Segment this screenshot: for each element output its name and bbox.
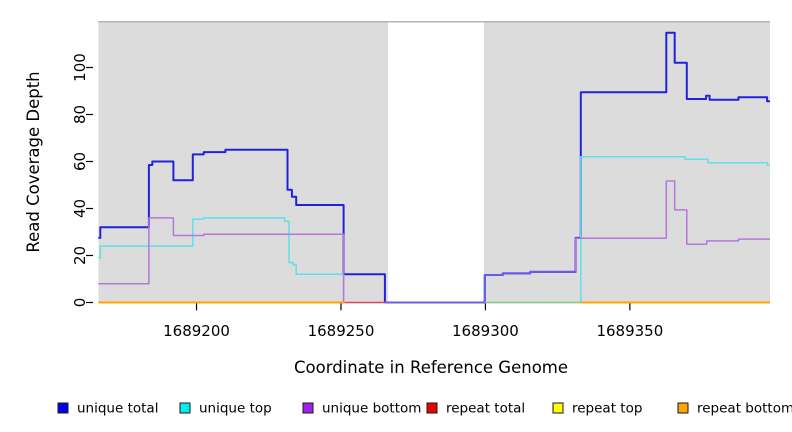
legend-item-unique-top: unique top — [179, 401, 272, 417]
legend-label: repeat total — [446, 401, 525, 417]
y-tick-label: 100 — [71, 53, 89, 82]
legend-label: unique total — [77, 401, 158, 417]
x-axis-title: Coordinate in Reference Genome — [294, 358, 568, 377]
x-tick-label: 1689350 — [596, 322, 663, 340]
legend: unique total unique top unique bottom repea… — [57, 401, 792, 417]
axis-layer: 1689200 1689250 1689300 1689350 0 20 40 60 80 100 — [71, 53, 664, 340]
series-unique-bottom — [98, 217, 345, 303]
series-unique-top — [98, 217, 345, 303]
legend-item-repeat-bottom: repeat bottom — [677, 401, 792, 417]
legend-swatch-unique-bottom — [302, 402, 314, 414]
legend-item-repeat-total: repeat total — [426, 401, 525, 417]
legend-swatch-repeat-bottom — [677, 402, 689, 414]
legend-swatch-repeat-total — [426, 402, 438, 414]
x-tick-label: 1689250 — [308, 322, 375, 340]
legend-swatch-repeat-top — [552, 402, 564, 414]
legend-label: unique bottom — [322, 401, 421, 417]
legend-swatch-unique-top — [179, 402, 191, 414]
legend-label: repeat bottom — [697, 401, 792, 417]
y-tick-label: 80 — [71, 105, 89, 124]
plot-background-layer — [98, 20, 771, 304]
y-tick-label: 40 — [71, 199, 89, 218]
x-tick-label: 1689200 — [163, 322, 230, 340]
x-tick-label: 1689300 — [452, 322, 519, 340]
legend-item-unique-bottom: unique bottom — [302, 401, 421, 417]
y-tick-label: 60 — [71, 152, 89, 171]
legend-item-repeat-top: repeat top — [552, 401, 642, 417]
series-layer — [98, 31, 770, 304]
legend-label: unique top — [199, 401, 272, 417]
series-unique-bottom — [574, 180, 770, 272]
legend-swatch-unique-total — [57, 402, 69, 414]
y-tick-label: 20 — [71, 246, 89, 265]
coverage-gap-band — [388, 21, 484, 304]
y-axis-title: Read Coverage Depth — [24, 71, 43, 252]
legend-label: repeat top — [572, 401, 642, 417]
legend-item-unique-total: unique total — [57, 401, 158, 417]
series-unique-total-bottom-overlap — [384, 270, 576, 304]
y-tick-label: 0 — [71, 298, 89, 308]
series-unique-top — [580, 156, 770, 303]
